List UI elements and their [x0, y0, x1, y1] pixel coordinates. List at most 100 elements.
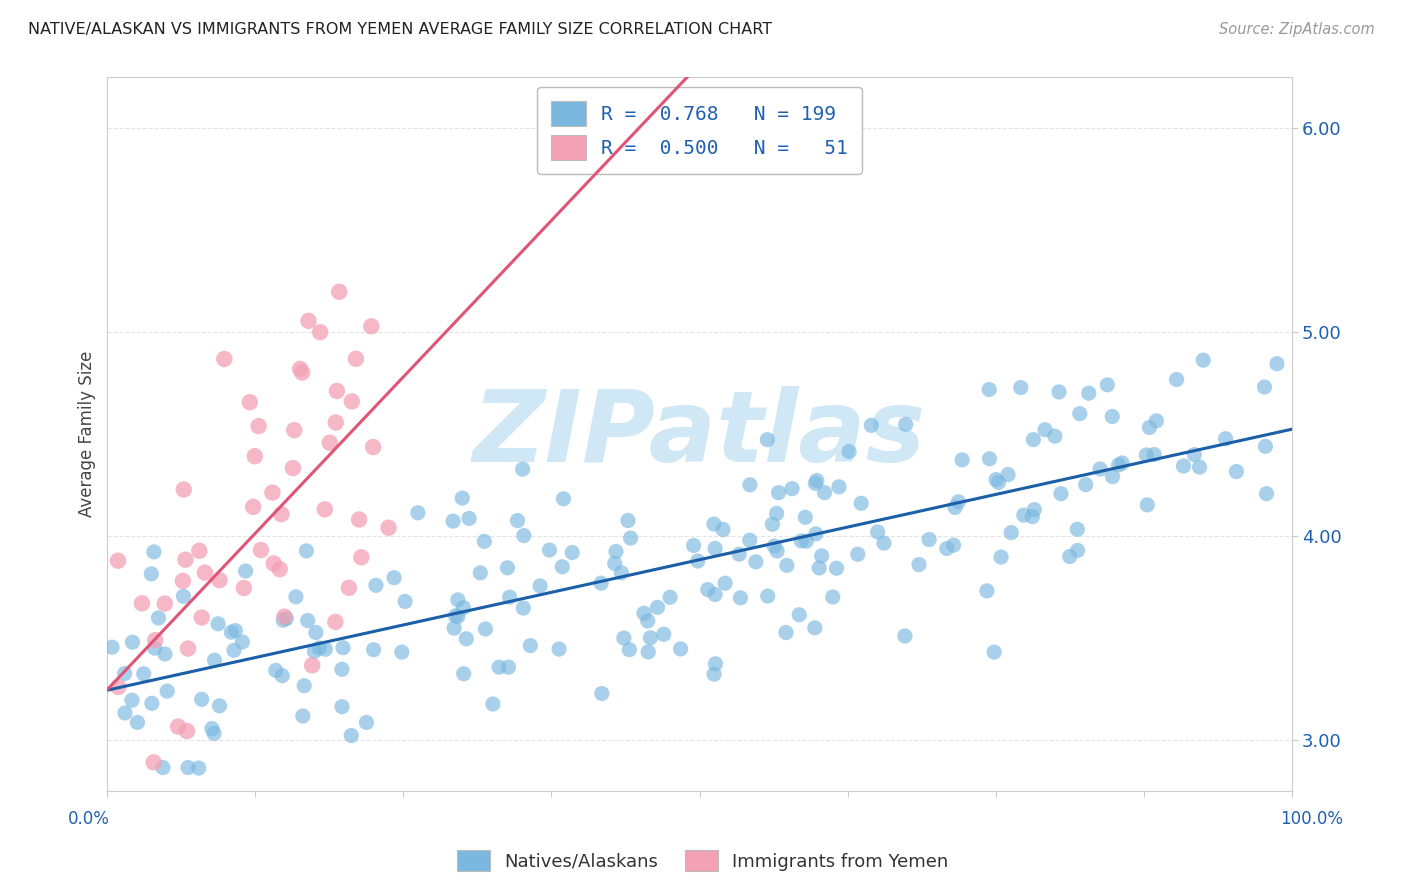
Point [269, 562, 291, 576]
Point [1101, 469, 1123, 483]
Point [309, 325, 332, 339]
Point [201, 722, 224, 736]
Point [328, 285, 350, 299]
Point [121, 693, 143, 707]
Text: Source: ZipAtlas.com: Source: ZipAtlas.com [1219, 22, 1375, 37]
Point [1000, 525, 1022, 540]
Point [295, 544, 318, 558]
Point [1050, 486, 1073, 500]
Point [738, 478, 761, 492]
Point [728, 547, 751, 561]
Point [141, 566, 163, 581]
Point [406, 506, 429, 520]
Point [152, 761, 174, 775]
Point [273, 609, 295, 624]
Point [202, 726, 225, 740]
Point [222, 643, 245, 657]
Text: NATIVE/ALASKAN VS IMMIGRANTS FROM YEMEN AVERAGE FAMILY SIZE CORRELATION CHART: NATIVE/ALASKAN VS IMMIGRANTS FROM YEMEN … [28, 22, 772, 37]
Point [997, 467, 1019, 482]
Point [132, 666, 155, 681]
Point [529, 579, 551, 593]
Point [194, 566, 217, 580]
Point [247, 419, 270, 434]
Point [918, 533, 941, 547]
Point [382, 571, 405, 585]
Point [551, 559, 574, 574]
Point [498, 660, 520, 674]
Point [131, 596, 153, 610]
Point [496, 561, 519, 575]
Point [548, 642, 571, 657]
Point [603, 557, 626, 571]
Point [297, 614, 319, 628]
Point [314, 502, 336, 516]
Point [761, 517, 783, 532]
Point [347, 512, 370, 526]
Point [156, 684, 179, 698]
Point [714, 576, 737, 591]
Point [207, 616, 229, 631]
Point [984, 473, 1007, 487]
Point [849, 496, 872, 510]
Point [444, 608, 467, 623]
Point [711, 523, 734, 537]
Point [1188, 460, 1211, 475]
Point [153, 647, 176, 661]
Point [943, 500, 966, 515]
Point [633, 607, 655, 621]
Point [1069, 407, 1091, 421]
Point [330, 699, 353, 714]
Point [553, 491, 575, 506]
Point [1215, 432, 1237, 446]
Point [167, 720, 190, 734]
Point [117, 810, 139, 824]
Point [360, 319, 382, 334]
Point [838, 444, 860, 458]
Point [519, 639, 541, 653]
Point [637, 614, 659, 628]
Point [441, 514, 464, 528]
Point [263, 557, 285, 571]
Point [1088, 462, 1111, 476]
Point [1074, 477, 1097, 491]
Point [1265, 357, 1288, 371]
Point [990, 550, 1012, 565]
Point [114, 666, 136, 681]
Point [768, 485, 790, 500]
Point [148, 611, 170, 625]
Point [308, 640, 330, 655]
Point [745, 555, 768, 569]
Point [738, 533, 761, 548]
Point [860, 418, 883, 433]
Point [948, 495, 970, 509]
Point [1144, 414, 1167, 428]
Point [659, 591, 682, 605]
Point [894, 417, 917, 432]
Point [787, 607, 810, 622]
Point [291, 709, 314, 723]
Point [301, 658, 323, 673]
Point [1022, 433, 1045, 447]
Point [219, 625, 242, 640]
Point [950, 453, 973, 467]
Point [1225, 465, 1247, 479]
Point [1166, 372, 1188, 386]
Point [979, 451, 1001, 466]
Point [297, 314, 319, 328]
Point [344, 351, 367, 366]
Point [304, 644, 326, 658]
Point [637, 645, 659, 659]
Point [176, 724, 198, 739]
Point [340, 394, 363, 409]
Point [605, 544, 627, 558]
Point [330, 662, 353, 676]
Y-axis label: Average Family Size: Average Family Size [79, 351, 96, 517]
Point [730, 591, 752, 605]
Legend: Natives/Alaskans, Immigrants from Yemen: Natives/Alaskans, Immigrants from Yemen [450, 843, 956, 879]
Point [174, 552, 197, 566]
Point [143, 641, 166, 656]
Point [121, 635, 143, 649]
Point [325, 615, 347, 629]
Point [332, 640, 354, 655]
Point [1077, 386, 1099, 401]
